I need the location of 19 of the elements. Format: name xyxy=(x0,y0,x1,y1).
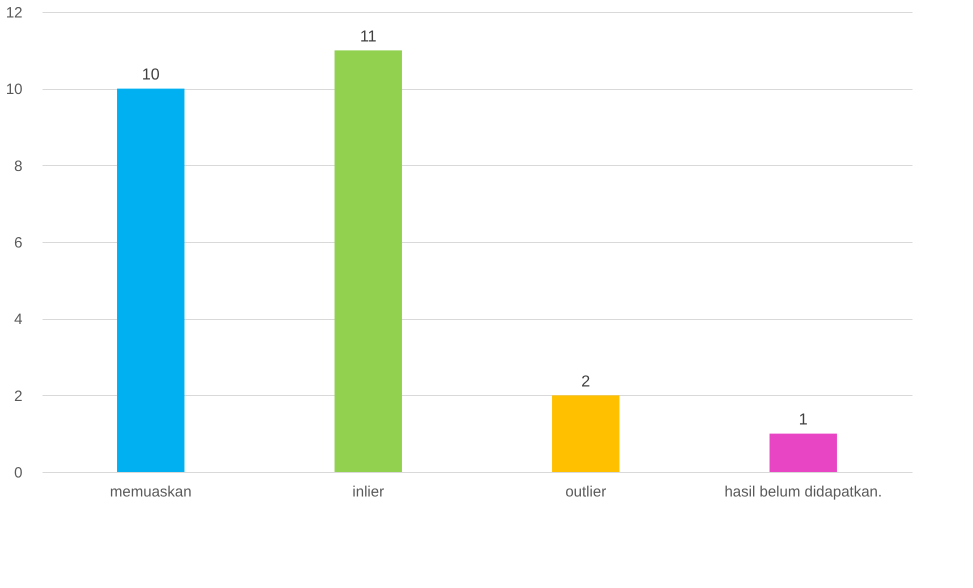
y-tick-label: 10 xyxy=(6,81,22,98)
x-tick-label: hasil belum didapatkan. xyxy=(724,484,882,500)
data-label: 11 xyxy=(360,28,377,46)
data-label: 10 xyxy=(142,66,160,84)
y-tick-label: 4 xyxy=(14,311,22,328)
y-tick-label: 2 xyxy=(14,388,22,405)
x-tick-label: inlier xyxy=(352,484,384,500)
y-tick-label: 12 xyxy=(6,4,22,22)
bar xyxy=(552,395,620,472)
data-label: 2 xyxy=(581,373,590,390)
y-tick-label: 0 xyxy=(14,464,22,482)
y-tick-label: 6 xyxy=(14,234,22,252)
bar xyxy=(334,50,402,472)
data-label: 1 xyxy=(798,412,808,429)
bar xyxy=(117,88,184,472)
x-tick-label: outlier xyxy=(565,484,606,500)
bar xyxy=(770,434,837,472)
x-tick-label: memuaskan xyxy=(110,484,192,500)
y-tick-label: 8 xyxy=(14,158,22,175)
